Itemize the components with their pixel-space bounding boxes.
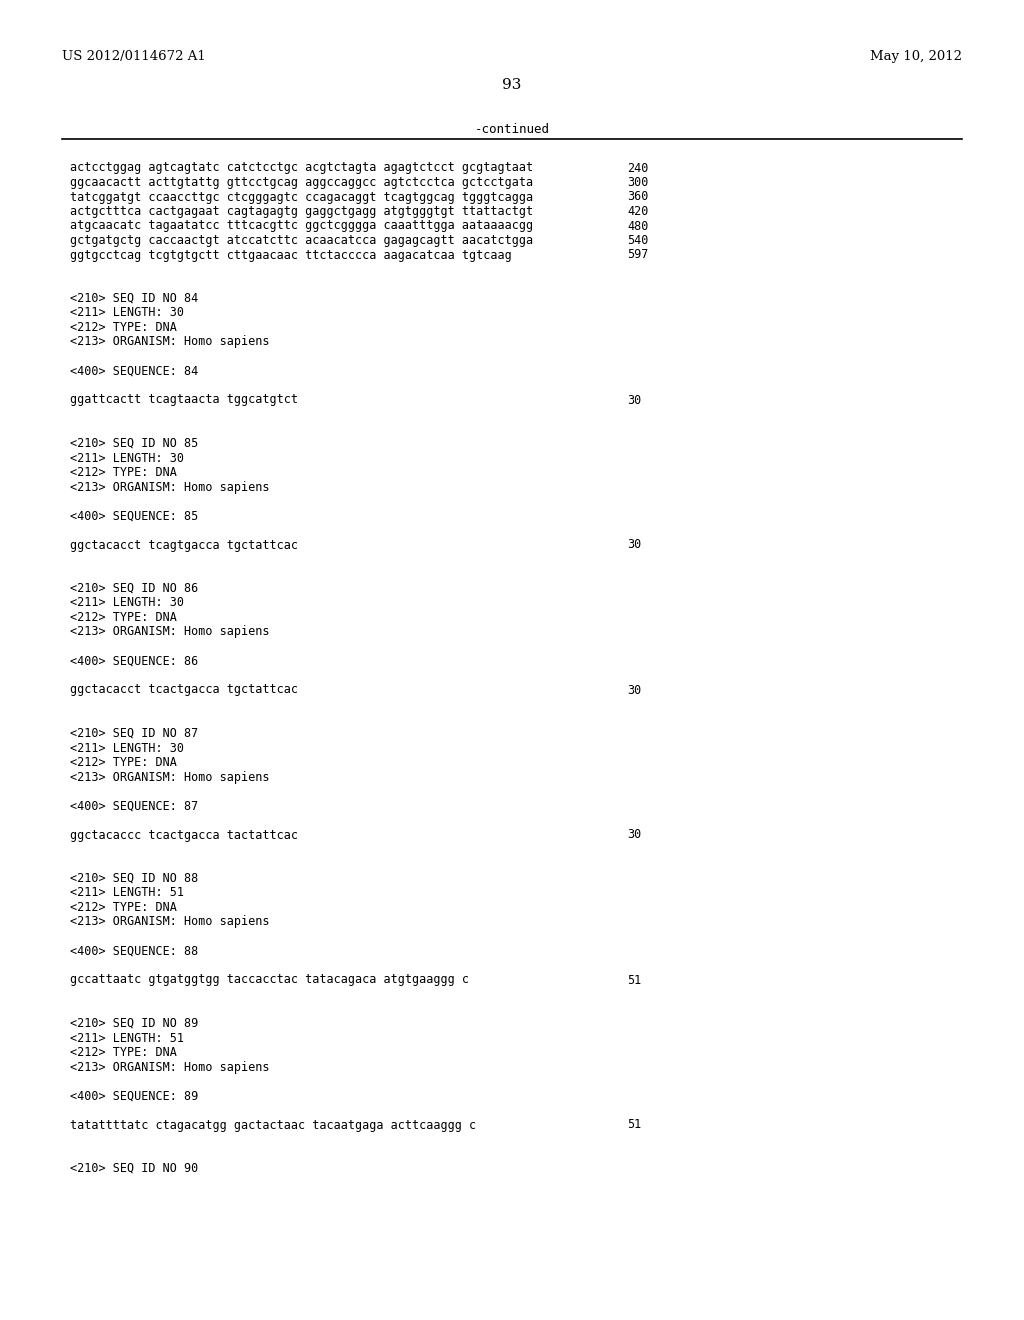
Text: <400> SEQUENCE: 84: <400> SEQUENCE: 84 xyxy=(70,364,199,378)
Text: 420: 420 xyxy=(627,205,648,218)
Text: ggctacacct tcagtgacca tgctattcac: ggctacacct tcagtgacca tgctattcac xyxy=(70,539,298,552)
Text: <210> SEQ ID NO 90: <210> SEQ ID NO 90 xyxy=(70,1162,199,1175)
Text: <212> TYPE: DNA: <212> TYPE: DNA xyxy=(70,1045,177,1059)
Text: <211> LENGTH: 30: <211> LENGTH: 30 xyxy=(70,742,184,755)
Text: actcctggag agtcagtatc catctcctgc acgtctagta agagtctcct gcgtagtaat: actcctggag agtcagtatc catctcctgc acgtcta… xyxy=(70,161,534,174)
Text: <211> LENGTH: 30: <211> LENGTH: 30 xyxy=(70,451,184,465)
Text: <213> ORGANISM: Homo sapiens: <213> ORGANISM: Homo sapiens xyxy=(70,480,269,494)
Text: 30: 30 xyxy=(627,393,641,407)
Text: <400> SEQUENCE: 87: <400> SEQUENCE: 87 xyxy=(70,800,199,813)
Text: May 10, 2012: May 10, 2012 xyxy=(870,50,962,63)
Text: <213> ORGANISM: Homo sapiens: <213> ORGANISM: Homo sapiens xyxy=(70,771,269,784)
Text: 30: 30 xyxy=(627,539,641,552)
Text: 93: 93 xyxy=(503,78,521,92)
Text: ggcaacactt acttgtattg gttcctgcag aggccaggcc agtctcctca gctcctgata: ggcaacactt acttgtattg gttcctgcag aggccag… xyxy=(70,176,534,189)
Text: <212> TYPE: DNA: <212> TYPE: DNA xyxy=(70,466,177,479)
Text: <213> ORGANISM: Homo sapiens: <213> ORGANISM: Homo sapiens xyxy=(70,626,269,639)
Text: <400> SEQUENCE: 89: <400> SEQUENCE: 89 xyxy=(70,1089,199,1102)
Text: 480: 480 xyxy=(627,219,648,232)
Text: <210> SEQ ID NO 87: <210> SEQ ID NO 87 xyxy=(70,727,199,741)
Text: <213> ORGANISM: Homo sapiens: <213> ORGANISM: Homo sapiens xyxy=(70,916,269,928)
Text: 540: 540 xyxy=(627,234,648,247)
Text: 51: 51 xyxy=(627,974,641,986)
Text: gccattaatc gtgatggtgg taccacctac tatacagaca atgtgaaggg c: gccattaatc gtgatggtgg taccacctac tatacag… xyxy=(70,974,469,986)
Text: <213> ORGANISM: Homo sapiens: <213> ORGANISM: Homo sapiens xyxy=(70,335,269,348)
Text: atgcaacatc tagaatatcc tttcacgttc ggctcgggga caaatttgga aataaaacgg: atgcaacatc tagaatatcc tttcacgttc ggctcgg… xyxy=(70,219,534,232)
Text: ggtgcctcag tcgtgtgctt cttgaacaac ttctacccca aagacatcaa tgtcaag: ggtgcctcag tcgtgtgctt cttgaacaac ttctacc… xyxy=(70,248,512,261)
Text: <212> TYPE: DNA: <212> TYPE: DNA xyxy=(70,756,177,770)
Text: <400> SEQUENCE: 85: <400> SEQUENCE: 85 xyxy=(70,510,199,523)
Text: <213> ORGANISM: Homo sapiens: <213> ORGANISM: Homo sapiens xyxy=(70,1060,269,1073)
Text: <210> SEQ ID NO 85: <210> SEQ ID NO 85 xyxy=(70,437,199,450)
Text: ggctacaccc tcactgacca tactattcac: ggctacaccc tcactgacca tactattcac xyxy=(70,829,298,842)
Text: <211> LENGTH: 30: <211> LENGTH: 30 xyxy=(70,306,184,319)
Text: <210> SEQ ID NO 86: <210> SEQ ID NO 86 xyxy=(70,582,199,595)
Text: 597: 597 xyxy=(627,248,648,261)
Text: 30: 30 xyxy=(627,829,641,842)
Text: <400> SEQUENCE: 86: <400> SEQUENCE: 86 xyxy=(70,655,199,668)
Text: 51: 51 xyxy=(627,1118,641,1131)
Text: <211> LENGTH: 30: <211> LENGTH: 30 xyxy=(70,597,184,610)
Text: <211> LENGTH: 51: <211> LENGTH: 51 xyxy=(70,887,184,899)
Text: actgctttca cactgagaat cagtagagtg gaggctgagg atgtgggtgt ttattactgt: actgctttca cactgagaat cagtagagtg gaggctg… xyxy=(70,205,534,218)
Text: <212> TYPE: DNA: <212> TYPE: DNA xyxy=(70,902,177,913)
Text: <211> LENGTH: 51: <211> LENGTH: 51 xyxy=(70,1031,184,1044)
Text: US 2012/0114672 A1: US 2012/0114672 A1 xyxy=(62,50,206,63)
Text: <210> SEQ ID NO 84: <210> SEQ ID NO 84 xyxy=(70,292,199,305)
Text: <210> SEQ ID NO 88: <210> SEQ ID NO 88 xyxy=(70,873,199,884)
Text: 30: 30 xyxy=(627,684,641,697)
Text: gctgatgctg caccaactgt atccatcttc acaacatcca gagagcagtt aacatctgga: gctgatgctg caccaactgt atccatcttc acaacat… xyxy=(70,234,534,247)
Text: tatcggatgt ccaaccttgc ctcgggagtc ccagacaggt tcagtggcag tgggtcagga: tatcggatgt ccaaccttgc ctcgggagtc ccagaca… xyxy=(70,190,534,203)
Text: <210> SEQ ID NO 89: <210> SEQ ID NO 89 xyxy=(70,1016,199,1030)
Text: tatattttatc ctagacatgg gactactaac tacaatgaga acttcaaggg c: tatattttatc ctagacatgg gactactaac tacaat… xyxy=(70,1118,476,1131)
Text: <400> SEQUENCE: 88: <400> SEQUENCE: 88 xyxy=(70,945,199,957)
Text: 360: 360 xyxy=(627,190,648,203)
Text: ggctacacct tcactgacca tgctattcac: ggctacacct tcactgacca tgctattcac xyxy=(70,684,298,697)
Text: -continued: -continued xyxy=(474,123,550,136)
Text: <212> TYPE: DNA: <212> TYPE: DNA xyxy=(70,611,177,624)
Text: 300: 300 xyxy=(627,176,648,189)
Text: 240: 240 xyxy=(627,161,648,174)
Text: <212> TYPE: DNA: <212> TYPE: DNA xyxy=(70,321,177,334)
Text: ggattcactt tcagtaacta tggcatgtct: ggattcactt tcagtaacta tggcatgtct xyxy=(70,393,298,407)
